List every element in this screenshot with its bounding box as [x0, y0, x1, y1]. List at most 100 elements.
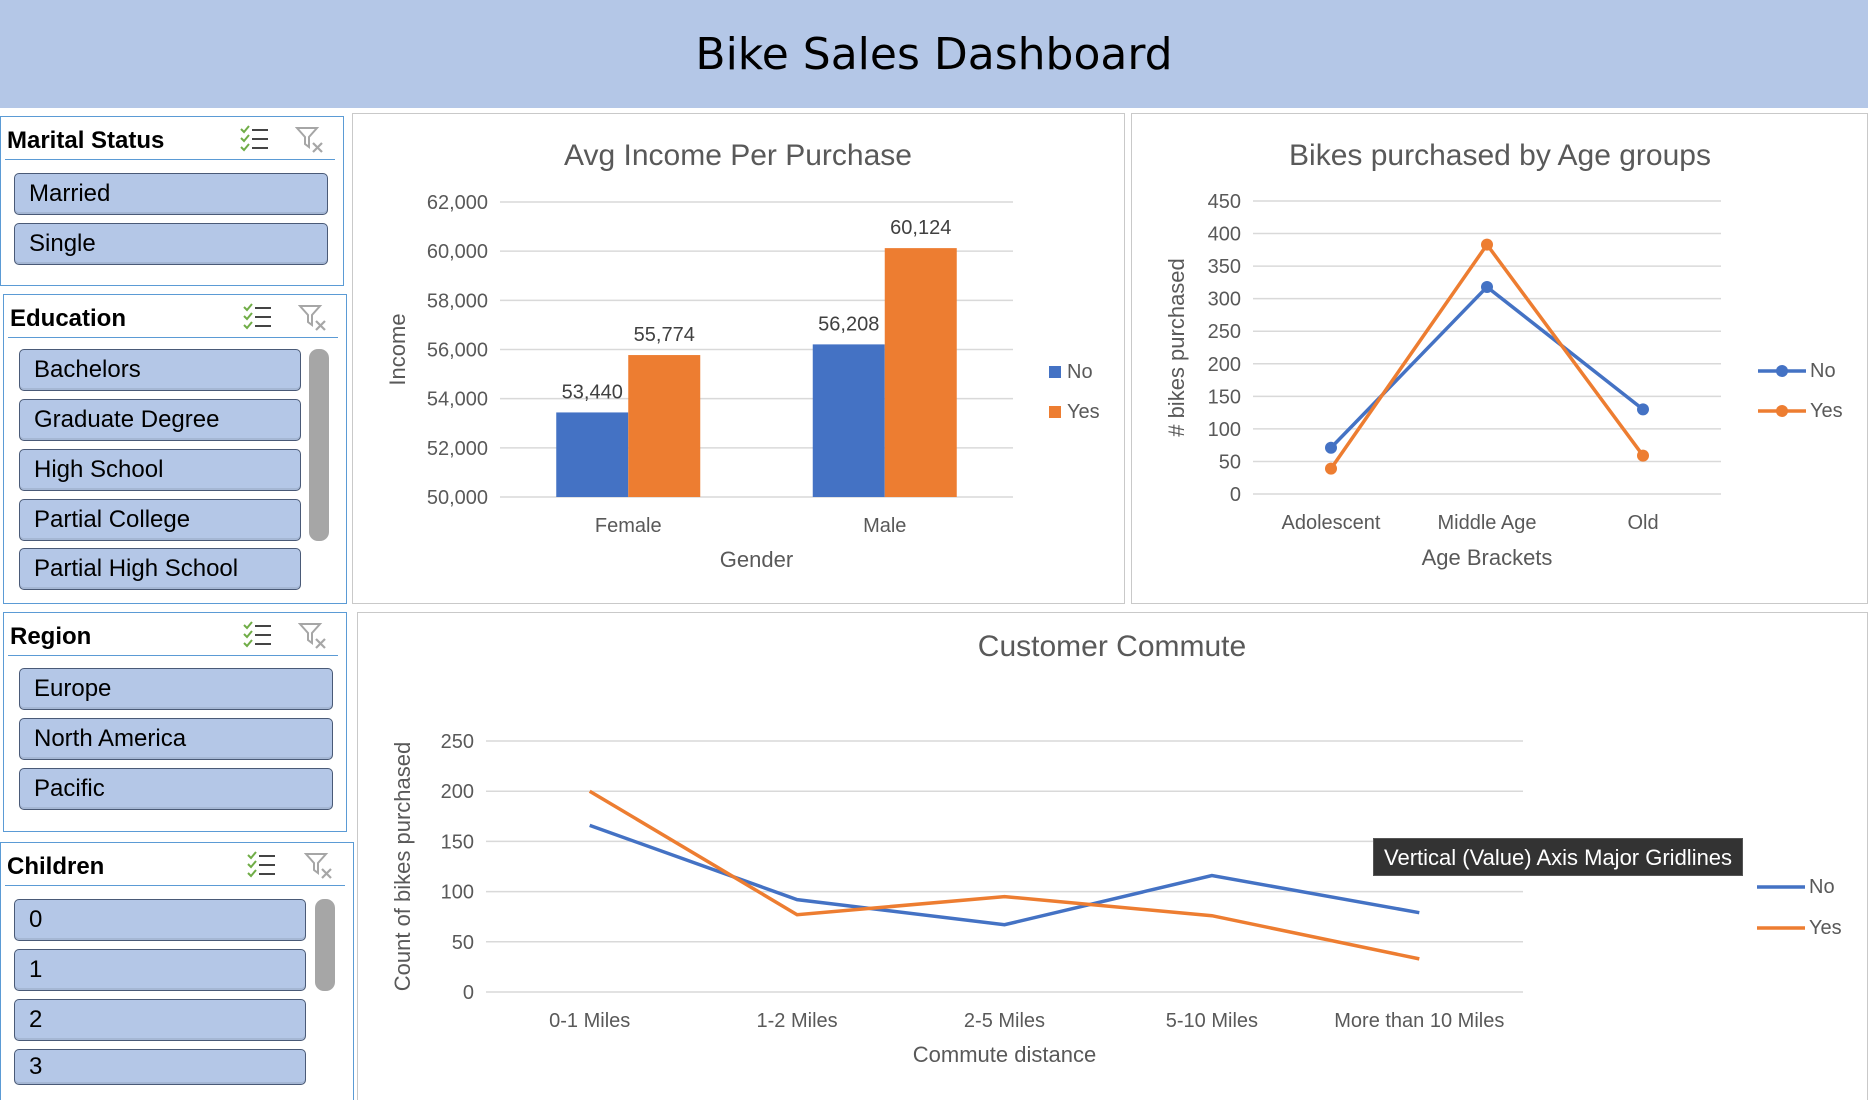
slicer-item-children-1[interactable]: 1	[14, 949, 306, 991]
data-point	[1325, 462, 1337, 475]
slicer-title: Marital Status	[7, 127, 165, 154]
y-tick-label: 300	[1208, 289, 1241, 311]
slicer-item-children-3[interactable]: 3	[14, 1049, 306, 1085]
chart-title: Avg Income Per Purchase	[564, 139, 912, 172]
slicer-header: Education	[8, 303, 338, 338]
legend-label: Yes	[1809, 917, 1842, 939]
data-point	[1637, 449, 1649, 462]
slicer-item-partial-college[interactable]: Partial College	[19, 499, 301, 541]
x-tick-label: 1-2 Miles	[757, 1010, 838, 1032]
bar	[884, 248, 957, 497]
slicer-item-bachelors[interactable]: Bachelors	[19, 349, 301, 391]
avg-income-chart[interactable]: Avg Income Per Purchase 50,000 52,000 54,00…	[353, 114, 1124, 603]
slicer-item-children-0[interactable]: 0	[14, 899, 306, 941]
x-tick-label: 2-5 Miles	[964, 1010, 1045, 1032]
slicer-item-graduate-degree[interactable]: Graduate Degree	[19, 399, 301, 441]
y-axis-title: # bikes purchased	[1164, 258, 1189, 437]
slicer-header: Region	[8, 621, 338, 656]
data-point	[1325, 441, 1337, 454]
multi-select-icon[interactable]	[242, 303, 272, 331]
x-tick-label: Old	[1627, 512, 1658, 534]
dashboard-banner: Bike Sales Dashboard	[0, 0, 1868, 108]
y-axis-title: Income	[385, 313, 410, 385]
x-axis-title: Gender	[720, 547, 793, 572]
slicer-children: Children 0 1 2 3	[0, 842, 354, 1100]
legend-marker	[1776, 365, 1788, 377]
chart-panel-avg-income[interactable]: Avg Income Per Purchase 50,000 52,000 54,00…	[352, 113, 1125, 604]
slicer-region: Region Europe North America Pacific	[3, 612, 347, 832]
slicer-item-children-2[interactable]: 2	[14, 999, 306, 1041]
y-tick-label: 100	[441, 882, 474, 904]
slicer-item-single[interactable]: Single	[14, 223, 328, 265]
series-line	[1329, 241, 1645, 470]
clear-filter-icon[interactable]	[295, 125, 325, 155]
y-tick-label: 400	[1208, 224, 1241, 246]
dashboard-title: Bike Sales Dashboard	[695, 28, 1173, 80]
y-tick-label: 56,000	[427, 340, 488, 362]
slicer-title: Region	[10, 623, 92, 650]
y-tick-label: 58,000	[427, 290, 488, 312]
slicer-scrollbar[interactable]	[315, 899, 335, 991]
multi-select-icon[interactable]	[246, 851, 276, 879]
x-tick-label: Adolescent	[1282, 512, 1381, 534]
slicer-scrollbar[interactable]	[309, 349, 329, 541]
slicer-item-married[interactable]: Married	[14, 173, 328, 215]
multi-select-icon[interactable]	[239, 125, 269, 153]
x-tick-label: Male	[863, 515, 906, 537]
slicer-item-pacific[interactable]: Pacific	[19, 768, 333, 810]
slicer-item-high-school[interactable]: High School	[19, 449, 301, 491]
y-tick-label: 150	[1208, 386, 1241, 408]
clear-filter-icon[interactable]	[298, 621, 328, 651]
x-axis-title: Commute distance	[913, 1042, 1096, 1067]
y-axis-title: Count of bikes purchased	[390, 742, 415, 992]
x-tick-label: 5-10 Miles	[1166, 1010, 1258, 1032]
slicer-title: Children	[7, 853, 105, 880]
data-label: 56,208	[818, 313, 879, 335]
legend-marker	[1776, 405, 1788, 417]
y-tick-label: 54,000	[427, 389, 488, 411]
clear-filter-icon[interactable]	[304, 851, 334, 881]
slicer-item-europe[interactable]: Europe	[19, 668, 333, 710]
x-tick-label: Female	[595, 515, 662, 537]
age-groups-chart[interactable]: Bikes purchased by Age groups 0 50 100 150 20…	[1132, 114, 1867, 603]
legend-label: Yes	[1810, 400, 1843, 422]
clear-filter-icon[interactable]	[298, 303, 328, 333]
y-tick-label: 0	[1230, 484, 1241, 506]
y-tick-label: 200	[441, 781, 474, 803]
legend-swatch	[1049, 406, 1061, 418]
y-tick-label: 50,000	[427, 487, 488, 509]
x-tick-label: More than 10 Miles	[1334, 1010, 1504, 1032]
legend-label: No	[1809, 876, 1835, 898]
multi-select-icon[interactable]	[242, 621, 272, 649]
slicer-item-partial-high-school[interactable]: Partial High School	[19, 548, 301, 590]
slicer-item-north-america[interactable]: North America	[19, 718, 333, 760]
data-point	[1637, 403, 1649, 416]
y-tick-label: 200	[1208, 354, 1241, 376]
series-line	[1329, 284, 1645, 449]
legend-label: No	[1810, 360, 1836, 382]
data-label: 60,124	[890, 217, 951, 239]
slicer-header: Children	[5, 851, 345, 886]
slicer-header: Marital Status	[5, 125, 335, 160]
legend-label: No	[1067, 361, 1093, 383]
bar	[628, 355, 701, 497]
series-line	[589, 823, 1420, 927]
y-tick-label: 60,000	[427, 241, 488, 263]
y-tick-label: 50	[452, 932, 474, 954]
y-tick-label: 350	[1208, 256, 1241, 278]
bar	[556, 412, 629, 497]
customer-commute-chart[interactable]: Customer Commute 0 50 100 150 200 250 Commute d…	[358, 613, 1867, 1101]
bar	[812, 344, 885, 497]
y-tick-label: 50	[1219, 451, 1241, 473]
data-label: 55,774	[634, 324, 695, 346]
x-tick-label: 0-1 Miles	[549, 1010, 630, 1032]
data-point	[1481, 280, 1493, 293]
slicer-title: Education	[10, 305, 127, 332]
chart-title: Bikes purchased by Age groups	[1289, 139, 1711, 172]
legend-swatch	[1049, 366, 1061, 378]
y-tick-label: 100	[1208, 419, 1241, 441]
y-tick-label: 250	[441, 731, 474, 753]
y-tick-label: 0	[463, 982, 474, 1004]
x-tick-label: Middle Age	[1438, 512, 1537, 534]
chart-panel-age-groups[interactable]: Bikes purchased by Age groups 0 50 100 150 20…	[1131, 113, 1868, 604]
